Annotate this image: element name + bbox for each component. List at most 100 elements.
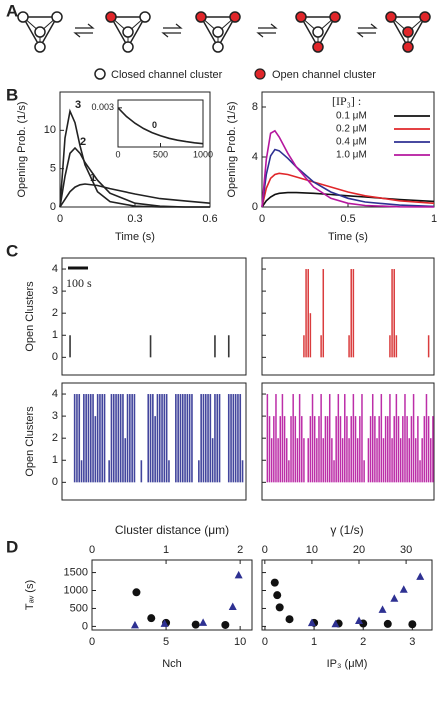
open-clusters bbox=[99, 394, 101, 483]
x2-tick-label: 0 bbox=[89, 544, 95, 556]
x-tick-label: 0 bbox=[89, 636, 95, 648]
legend-title: [IP₃] : bbox=[332, 94, 361, 108]
open-clusters bbox=[202, 394, 205, 483]
open-clusters bbox=[214, 394, 216, 483]
panel-label: B bbox=[6, 85, 18, 104]
open-clusters bbox=[320, 335, 322, 358]
curve bbox=[117, 107, 204, 145]
open-clusters bbox=[270, 438, 273, 483]
channel bbox=[51, 11, 63, 23]
open-clusters bbox=[389, 394, 391, 483]
transition-arrow bbox=[356, 32, 376, 38]
open-clusters bbox=[200, 394, 202, 483]
open-clusters bbox=[76, 394, 78, 483]
y-tick-label: 0 bbox=[82, 620, 88, 632]
open-clusters bbox=[94, 416, 97, 483]
plot-frame bbox=[61, 382, 247, 501]
data-point bbox=[416, 572, 425, 580]
x-tick-label: 0.6 bbox=[202, 213, 217, 225]
open-clusters bbox=[367, 438, 370, 483]
data-point bbox=[191, 620, 200, 629]
open-clusters bbox=[417, 416, 419, 483]
open-clusters bbox=[406, 416, 408, 483]
open-clusters bbox=[393, 269, 395, 358]
channel bbox=[312, 26, 324, 38]
transition-arrow bbox=[358, 23, 378, 29]
legend-label: 0.4 μM bbox=[336, 137, 367, 148]
open-clusters bbox=[168, 460, 170, 483]
open-clusters bbox=[335, 416, 337, 483]
open-clusters bbox=[179, 394, 182, 483]
x-tick-label: 5 bbox=[163, 636, 169, 648]
open-clusters bbox=[423, 416, 426, 483]
y-tick-label: 0 bbox=[52, 476, 58, 488]
open-clusters bbox=[350, 269, 352, 358]
open-clusters bbox=[239, 394, 242, 483]
open-clusters bbox=[96, 394, 99, 483]
open-clusters bbox=[328, 394, 331, 483]
open-clusters bbox=[303, 335, 305, 358]
curve bbox=[261, 191, 435, 208]
x2-tick-label: 1 bbox=[163, 544, 169, 556]
open-clusters bbox=[374, 416, 376, 483]
data-point bbox=[285, 615, 294, 624]
open-clusters bbox=[83, 394, 85, 483]
x2-tick-label: 0 bbox=[262, 544, 268, 556]
open-clusters bbox=[298, 394, 301, 483]
channel bbox=[329, 11, 341, 23]
data-point bbox=[399, 585, 408, 593]
open-clusters bbox=[378, 416, 380, 483]
x2-tick-label: 20 bbox=[353, 544, 365, 556]
open-clusters bbox=[337, 394, 340, 483]
plot-frame bbox=[117, 99, 204, 148]
open-clusters bbox=[80, 460, 83, 483]
y-tick-label: 2 bbox=[52, 432, 58, 444]
y-tick-label: 8 bbox=[252, 101, 258, 113]
open-clusters bbox=[92, 394, 94, 483]
open-clusters bbox=[288, 460, 290, 483]
y-tick-label: 1 bbox=[52, 454, 58, 466]
open-clusters bbox=[339, 416, 342, 483]
curve-label: 0 bbox=[152, 120, 157, 130]
y-tick-label: 4 bbox=[252, 151, 258, 163]
channel bbox=[122, 41, 134, 53]
y-tick-label: 4 bbox=[52, 388, 58, 400]
open-clusters bbox=[320, 394, 322, 483]
open-clusters bbox=[281, 394, 284, 483]
open-clusters bbox=[311, 394, 314, 483]
open-clusters bbox=[393, 416, 395, 483]
open-clusters bbox=[69, 335, 71, 358]
open-clusters bbox=[124, 438, 127, 483]
curve bbox=[59, 183, 211, 208]
transition-arrow bbox=[75, 23, 95, 29]
open-clusters bbox=[117, 394, 120, 483]
x-tick-label: 0.5 bbox=[340, 213, 355, 225]
open-clusters bbox=[296, 438, 299, 483]
open-clusters bbox=[421, 438, 423, 483]
open-clusters bbox=[112, 394, 115, 483]
open-clusters bbox=[322, 269, 325, 358]
open-clusters bbox=[285, 438, 288, 483]
y-tick-label: 5 bbox=[50, 163, 56, 175]
open-clusters bbox=[165, 394, 168, 483]
y-tick-label: 1500 bbox=[64, 566, 88, 578]
open-clusters bbox=[133, 394, 136, 483]
open-clusters bbox=[363, 460, 365, 483]
plot-frame bbox=[61, 257, 247, 376]
open-clusters bbox=[399, 438, 402, 483]
open-clusters bbox=[430, 438, 432, 483]
x-tick-label: 2 bbox=[360, 636, 366, 648]
y-tick-label: 0 bbox=[50, 201, 56, 213]
x-tick-label: 3 bbox=[409, 636, 415, 648]
y-axis-label: Opening Prob. (1/s) bbox=[16, 102, 28, 198]
x-tick-label: 0 bbox=[259, 213, 265, 225]
channel bbox=[295, 11, 307, 23]
open-clusters bbox=[318, 416, 320, 483]
open-clusters bbox=[101, 394, 104, 483]
open-clusters bbox=[303, 438, 305, 483]
y-tick-label: 500 bbox=[70, 602, 88, 614]
open-clusters bbox=[322, 438, 325, 483]
open-clusters bbox=[348, 438, 350, 483]
open-clusters bbox=[354, 416, 357, 483]
open-clusters bbox=[427, 416, 430, 483]
